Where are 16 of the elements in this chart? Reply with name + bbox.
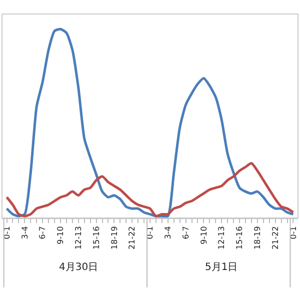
x-tick-label: 3-4 [164,226,172,240]
x-tick-label: 12-13 [74,226,83,250]
x-tick-label: 21-22 [128,226,137,250]
x-tick-label: 3-4 [20,226,30,240]
x-tick-label: 9-10 [56,226,66,244]
x-tick-label: 21-22 [270,226,280,250]
text: 4月30日 [59,262,98,273]
x-tick-label: 9-10 [199,226,208,244]
x-tick-label: 12-13 [217,226,226,250]
x-tick-label: 6-7 [38,226,48,240]
x-tick-label: 18-19 [110,226,119,250]
text: 5月1日 [205,262,238,273]
x-tick-label: 18-19 [253,226,262,250]
x-tick-label: 15-16 [92,226,101,250]
x-tick-label: 6-7 [181,226,190,240]
x-tick-label: 15-16 [235,226,244,250]
